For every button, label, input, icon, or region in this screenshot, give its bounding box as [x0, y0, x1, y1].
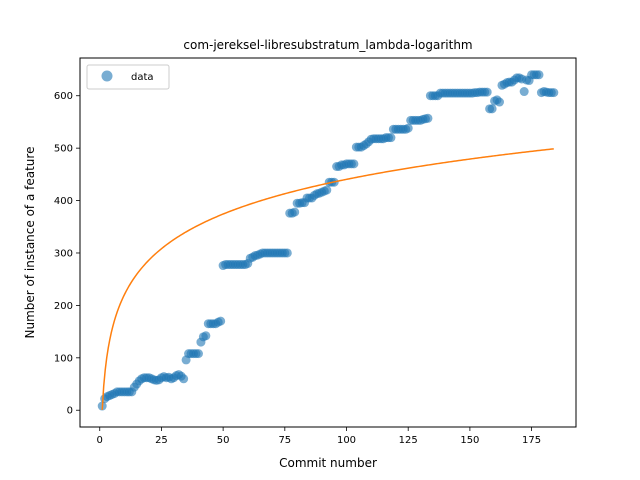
data-point — [482, 87, 492, 97]
legend-marker — [101, 70, 113, 82]
data-point — [487, 104, 497, 114]
data-point — [193, 349, 203, 359]
data-point — [349, 159, 359, 169]
legend-label-data: data — [131, 72, 154, 83]
y-axis: 0 100 200 300 400 500 600 — [54, 91, 80, 417]
y-tick-label: 100 — [54, 353, 73, 364]
data-point — [423, 113, 433, 123]
data-point — [282, 248, 292, 258]
data-point — [549, 88, 559, 98]
x-tick-label: 100 — [337, 435, 356, 446]
data-point — [495, 97, 504, 107]
x-tick-label: 50 — [217, 435, 230, 446]
legend: data — [86, 64, 170, 90]
y-tick-label: 400 — [54, 196, 73, 207]
x-tick-label: 0 — [97, 435, 103, 446]
y-tick-label: 0 — [67, 406, 73, 417]
data-point — [534, 70, 544, 80]
data-point — [519, 87, 529, 97]
y-tick-label: 600 — [54, 91, 73, 102]
x-axis-label: Commit number — [279, 456, 377, 470]
data-point — [403, 123, 413, 133]
chart-title: com-jereksel-libresubstratum_lambda-loga… — [183, 38, 472, 52]
data-point — [201, 331, 211, 341]
y-axis-label: Number of instance of a feature — [23, 147, 37, 339]
x-tick-label: 150 — [460, 435, 479, 446]
y-tick-label: 500 — [54, 144, 73, 155]
x-tick-label: 75 — [278, 435, 291, 446]
x-axis: 0 25 50 75 100 125 150 175 — [97, 427, 541, 446]
data-point — [386, 133, 396, 143]
x-tick-label: 25 — [155, 435, 168, 446]
data-point — [216, 316, 226, 326]
y-tick-label: 300 — [54, 248, 73, 259]
x-tick-label: 125 — [399, 435, 418, 446]
plot-area — [97, 70, 559, 411]
x-tick-label: 175 — [522, 435, 541, 446]
data-point — [290, 207, 300, 217]
y-tick-label: 200 — [54, 301, 73, 312]
data-point — [322, 185, 332, 195]
legend-box — [86, 64, 170, 90]
data-point — [179, 374, 189, 384]
axes-frame — [79, 57, 577, 428]
fit-line — [101, 148, 554, 410]
